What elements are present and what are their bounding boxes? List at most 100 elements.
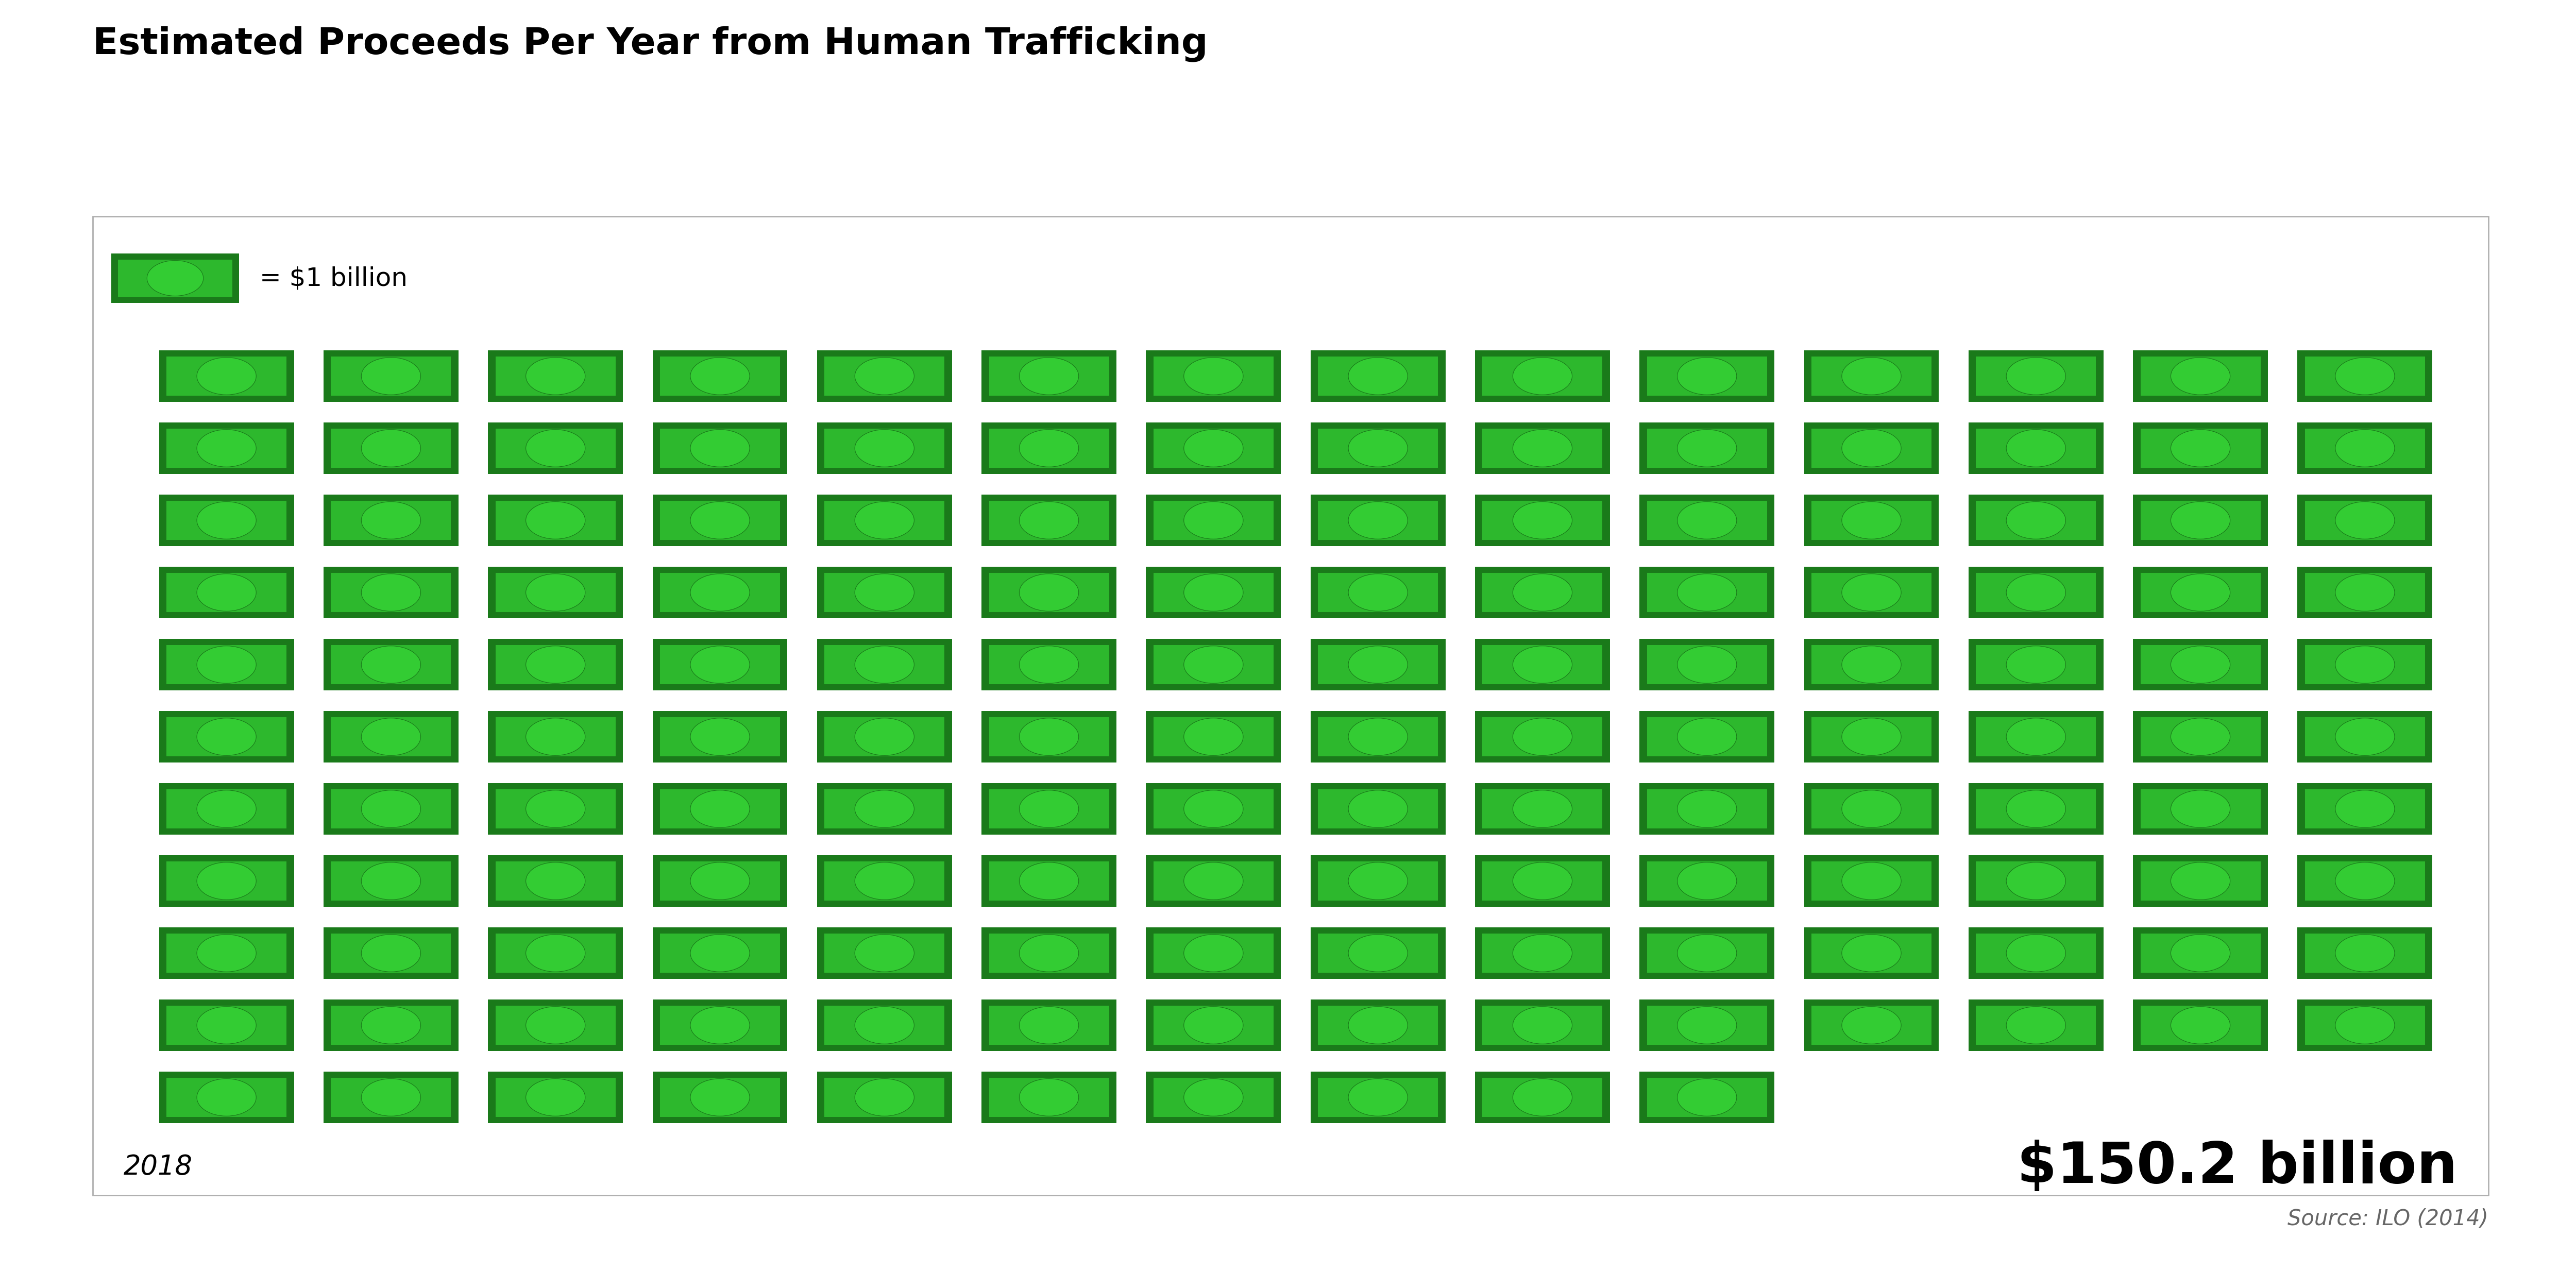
Ellipse shape (361, 429, 420, 468)
Ellipse shape (855, 573, 914, 612)
Ellipse shape (2172, 573, 2231, 612)
FancyBboxPatch shape (1646, 429, 1767, 468)
Ellipse shape (2336, 862, 2396, 900)
Ellipse shape (1677, 1006, 1736, 1045)
FancyBboxPatch shape (167, 862, 286, 900)
FancyBboxPatch shape (487, 567, 623, 618)
FancyBboxPatch shape (1803, 495, 1940, 546)
FancyBboxPatch shape (2141, 429, 2262, 468)
FancyBboxPatch shape (1476, 999, 1610, 1051)
FancyBboxPatch shape (1146, 567, 1280, 618)
Ellipse shape (1677, 357, 1736, 395)
FancyBboxPatch shape (1646, 862, 1767, 900)
FancyBboxPatch shape (1154, 357, 1273, 395)
FancyBboxPatch shape (1319, 1006, 1437, 1045)
FancyBboxPatch shape (325, 711, 459, 762)
Ellipse shape (1347, 934, 1406, 972)
FancyBboxPatch shape (2133, 711, 2267, 762)
FancyBboxPatch shape (1146, 350, 1280, 402)
FancyBboxPatch shape (495, 573, 616, 612)
FancyBboxPatch shape (487, 927, 623, 979)
Ellipse shape (855, 862, 914, 900)
FancyBboxPatch shape (330, 934, 451, 972)
FancyBboxPatch shape (2298, 999, 2432, 1051)
Ellipse shape (1677, 717, 1736, 756)
FancyBboxPatch shape (1319, 790, 1437, 828)
FancyBboxPatch shape (2306, 501, 2424, 540)
FancyBboxPatch shape (325, 350, 459, 402)
Ellipse shape (147, 260, 204, 296)
Ellipse shape (1512, 429, 1571, 468)
FancyBboxPatch shape (2141, 573, 2262, 612)
FancyBboxPatch shape (160, 783, 294, 835)
Text: 2018: 2018 (124, 1154, 193, 1180)
FancyBboxPatch shape (330, 1078, 451, 1117)
FancyBboxPatch shape (817, 783, 953, 835)
Ellipse shape (1512, 357, 1571, 395)
Ellipse shape (1347, 1006, 1406, 1045)
Ellipse shape (855, 1006, 914, 1045)
FancyBboxPatch shape (1968, 927, 2105, 979)
Ellipse shape (361, 934, 420, 972)
Ellipse shape (2172, 1006, 2231, 1045)
FancyBboxPatch shape (325, 567, 459, 618)
FancyBboxPatch shape (160, 711, 294, 762)
FancyBboxPatch shape (1319, 501, 1437, 540)
FancyBboxPatch shape (1146, 422, 1280, 474)
FancyBboxPatch shape (1476, 855, 1610, 907)
FancyBboxPatch shape (160, 422, 294, 474)
FancyBboxPatch shape (1481, 934, 1602, 972)
FancyBboxPatch shape (167, 1078, 286, 1117)
FancyBboxPatch shape (330, 862, 451, 900)
Ellipse shape (361, 573, 420, 612)
FancyBboxPatch shape (1481, 790, 1602, 828)
Text: Source: ILO (2014): Source: ILO (2014) (2287, 1208, 2488, 1230)
Ellipse shape (196, 934, 255, 972)
FancyBboxPatch shape (495, 1078, 616, 1117)
Ellipse shape (690, 1006, 750, 1045)
Ellipse shape (2007, 357, 2066, 395)
FancyBboxPatch shape (989, 1006, 1110, 1045)
Ellipse shape (855, 429, 914, 468)
Ellipse shape (1347, 645, 1406, 684)
Ellipse shape (1020, 357, 1079, 395)
Ellipse shape (2336, 790, 2396, 828)
FancyBboxPatch shape (1476, 639, 1610, 690)
FancyBboxPatch shape (1803, 422, 1940, 474)
Ellipse shape (690, 934, 750, 972)
FancyBboxPatch shape (495, 645, 616, 684)
FancyBboxPatch shape (1646, 357, 1767, 395)
FancyBboxPatch shape (330, 1006, 451, 1045)
FancyBboxPatch shape (1146, 783, 1280, 835)
FancyBboxPatch shape (1968, 422, 2105, 474)
FancyBboxPatch shape (2141, 790, 2262, 828)
FancyBboxPatch shape (487, 422, 623, 474)
Ellipse shape (690, 790, 750, 828)
FancyBboxPatch shape (1154, 1006, 1273, 1045)
FancyBboxPatch shape (2306, 790, 2424, 828)
FancyBboxPatch shape (495, 501, 616, 540)
FancyBboxPatch shape (659, 934, 781, 972)
FancyBboxPatch shape (1968, 855, 2105, 907)
FancyBboxPatch shape (652, 639, 788, 690)
FancyBboxPatch shape (1319, 357, 1437, 395)
Ellipse shape (1020, 862, 1079, 900)
Ellipse shape (526, 862, 585, 900)
FancyBboxPatch shape (1638, 639, 1775, 690)
Ellipse shape (526, 1078, 585, 1117)
Ellipse shape (2172, 790, 2231, 828)
FancyBboxPatch shape (160, 639, 294, 690)
FancyBboxPatch shape (652, 350, 788, 402)
FancyBboxPatch shape (981, 927, 1115, 979)
FancyBboxPatch shape (1154, 790, 1273, 828)
Ellipse shape (526, 1006, 585, 1045)
FancyBboxPatch shape (817, 1072, 953, 1123)
FancyBboxPatch shape (1311, 999, 1445, 1051)
FancyBboxPatch shape (1481, 1006, 1602, 1045)
FancyBboxPatch shape (1811, 645, 1932, 684)
FancyBboxPatch shape (1154, 429, 1273, 468)
Ellipse shape (1677, 573, 1736, 612)
Ellipse shape (526, 717, 585, 756)
FancyBboxPatch shape (160, 927, 294, 979)
FancyBboxPatch shape (1146, 1072, 1280, 1123)
